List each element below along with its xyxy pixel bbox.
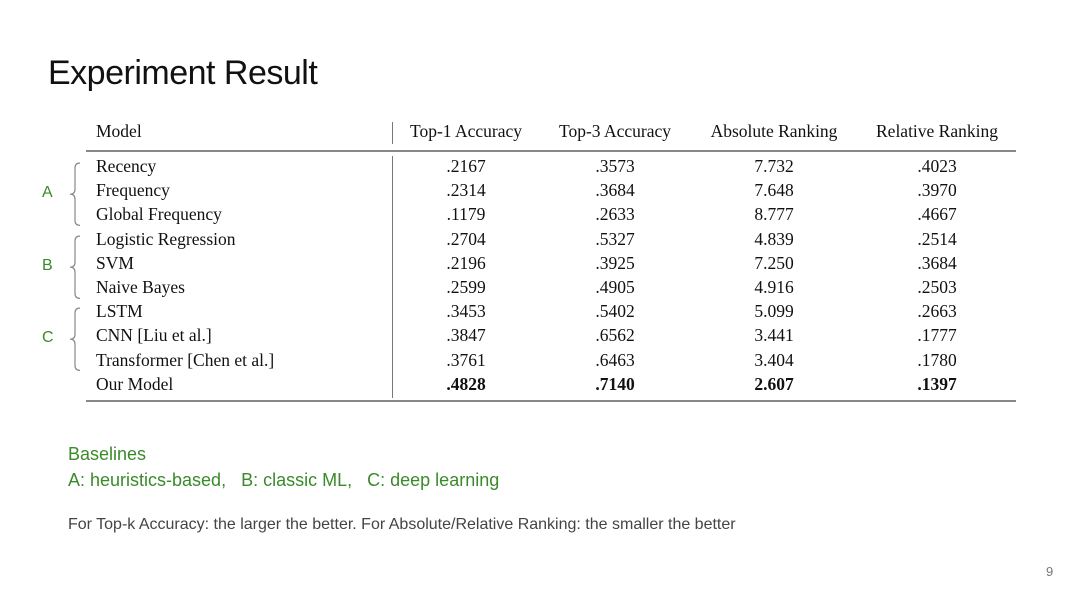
cell-absolute-ranking: 4.839 [754, 228, 794, 249]
model-name: Recency [96, 156, 157, 176]
cell-top1-accuracy: .3847 [446, 325, 486, 346]
model-name: LSTM [96, 301, 143, 322]
baselines-heading: Baselines [68, 444, 147, 464]
cell-absolute-ranking: 7.648 [754, 180, 794, 201]
baselines-legend: Baselines A: heuristics-based, B: classi… [68, 441, 499, 493]
cell-top1-accuracy: .4828 [446, 373, 486, 394]
header-top1-accuracy: Top-1 Accuracy [410, 121, 522, 141]
cell-top3-accuracy: .4905 [595, 277, 635, 297]
header-top3-accuracy: Top-3 Accuracy [559, 121, 671, 141]
cell-relative-ranking: .3970 [917, 180, 957, 201]
cell-top3-accuracy: .6562 [595, 325, 635, 346]
group-label-a: A [42, 184, 53, 202]
cell-top1-accuracy: .2314 [446, 180, 486, 201]
cell-top3-accuracy: .6463 [595, 349, 635, 370]
group-brace-icon [69, 234, 81, 299]
cell-top3-accuracy: .5402 [595, 301, 635, 322]
cell-top3-accuracy: .5327 [595, 228, 635, 249]
cell-absolute-ranking: 3.404 [754, 349, 794, 370]
column-divider [392, 156, 393, 398]
legend-item-b: B: classic ML, [241, 470, 353, 490]
evaluation-note: For Top-k Accuracy: the larger the bette… [68, 516, 736, 533]
cell-top3-accuracy: .7140 [595, 373, 635, 394]
cell-relative-ranking: .2663 [917, 301, 957, 322]
page-number: 9 [1046, 564, 1054, 579]
cell-absolute-ranking: 7.732 [754, 156, 794, 176]
cell-absolute-ranking: 3.441 [754, 325, 794, 346]
group-brace-icon [69, 162, 81, 226]
slide-title: Experiment Result [48, 54, 318, 92]
cell-top1-accuracy: .3453 [446, 301, 486, 322]
cell-top1-accuracy: .2704 [446, 228, 486, 249]
header-absolute-ranking: Absolute Ranking [710, 121, 838, 141]
cell-top1-accuracy: .2196 [446, 252, 486, 273]
model-name: Transformer [Chen et al.] [96, 349, 275, 370]
model-name: Frequency [96, 180, 170, 201]
cell-relative-ranking: .1780 [917, 349, 957, 370]
model-name: Logistic Regression [96, 228, 236, 249]
group-brace-icon [69, 307, 81, 372]
cell-relative-ranking: .1777 [917, 325, 957, 346]
cell-absolute-ranking: 7.250 [754, 252, 794, 273]
cell-absolute-ranking: 8.777 [754, 204, 794, 225]
model-name: CNN [Liu et al.] [96, 325, 212, 346]
cell-relative-ranking: .1397 [917, 373, 957, 394]
cell-top3-accuracy: .2633 [595, 204, 635, 225]
cell-relative-ranking: .4023 [917, 156, 957, 176]
cell-relative-ranking: .4667 [917, 204, 957, 225]
header-relative-ranking: Relative Ranking [876, 121, 998, 141]
header-rule [86, 150, 1016, 152]
model-name: SVM [96, 252, 134, 273]
cell-top1-accuracy: .2167 [446, 156, 486, 176]
cell-absolute-ranking: 2.607 [754, 373, 794, 394]
group-label-c: C [42, 329, 54, 347]
cell-top1-accuracy: .1179 [446, 204, 486, 225]
legend-item-c: C: deep learning [367, 470, 500, 490]
cell-top3-accuracy: .3925 [595, 252, 635, 273]
model-name: Naive Bayes [96, 277, 185, 297]
cell-relative-ranking: .2514 [917, 228, 957, 249]
group-label-b: B [42, 256, 53, 274]
model-name: Our Model [96, 373, 174, 394]
cell-relative-ranking: .2503 [917, 277, 957, 297]
header-model: Model [96, 121, 142, 141]
cell-top3-accuracy: .3684 [595, 180, 635, 201]
cell-top1-accuracy: .2599 [446, 277, 486, 297]
cell-absolute-ranking: 4.916 [754, 277, 794, 297]
cell-absolute-ranking: 5.099 [754, 301, 794, 322]
cell-top1-accuracy: .3761 [446, 349, 486, 370]
bottom-rule [86, 400, 1016, 402]
header-column-divider [392, 122, 393, 144]
cell-relative-ranking: .3684 [917, 252, 957, 273]
legend-item-a: A: heuristics-based, [68, 470, 227, 490]
cell-top3-accuracy: .3573 [595, 156, 635, 176]
model-name: Global Frequency [96, 204, 222, 225]
